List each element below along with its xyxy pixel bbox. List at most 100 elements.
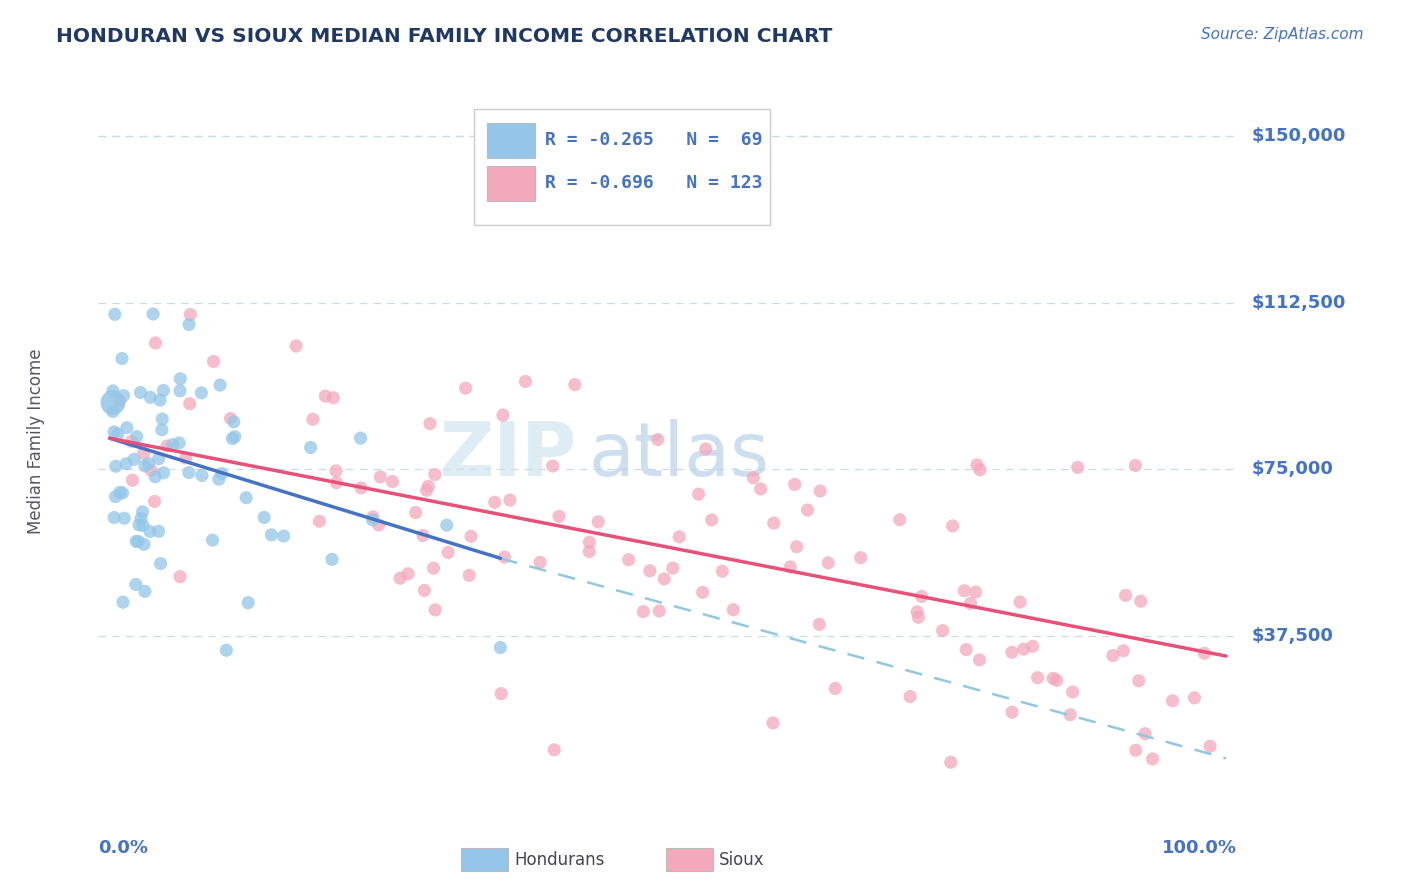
Point	[969, 653, 991, 667]
Point	[529, 555, 551, 569]
Point	[412, 528, 434, 542]
Point	[381, 475, 404, 489]
Point	[849, 550, 872, 565]
Point	[115, 420, 138, 434]
Point	[1046, 673, 1069, 688]
Point	[966, 458, 988, 472]
Point	[111, 351, 134, 366]
Point	[578, 544, 600, 558]
Point	[700, 513, 723, 527]
Point	[112, 511, 135, 525]
Point	[134, 584, 156, 599]
Point	[965, 585, 987, 599]
Point	[779, 560, 801, 574]
Point	[201, 533, 224, 548]
Point	[692, 585, 714, 599]
Point	[222, 415, 245, 429]
Point	[149, 557, 172, 571]
Text: $112,500: $112,500	[1251, 293, 1346, 311]
Point	[1194, 646, 1216, 660]
Point	[132, 446, 155, 460]
Point	[219, 411, 242, 425]
Point	[1010, 595, 1032, 609]
FancyBboxPatch shape	[461, 848, 509, 871]
Point	[139, 524, 162, 539]
Point	[489, 687, 512, 701]
Point	[405, 506, 427, 520]
FancyBboxPatch shape	[665, 848, 713, 871]
Point	[101, 395, 124, 409]
Point	[138, 457, 160, 471]
Point	[308, 514, 330, 528]
Point	[179, 308, 201, 322]
Point	[129, 511, 152, 525]
Point	[1125, 743, 1147, 757]
Point	[586, 515, 609, 529]
Point	[1026, 671, 1049, 685]
Point	[103, 510, 125, 524]
Text: 100.0%: 100.0%	[1163, 838, 1237, 857]
Point	[125, 577, 148, 591]
FancyBboxPatch shape	[486, 123, 534, 158]
Point	[111, 486, 134, 500]
Point	[1133, 727, 1156, 741]
Point	[131, 505, 153, 519]
Point	[148, 524, 170, 539]
Point	[128, 517, 150, 532]
Point	[162, 438, 184, 452]
Point	[299, 441, 322, 455]
Point	[721, 603, 744, 617]
Point	[1042, 671, 1064, 685]
Point	[132, 518, 155, 533]
Point	[104, 307, 127, 321]
Point	[108, 393, 131, 408]
Point	[211, 467, 233, 481]
Point	[169, 570, 191, 584]
Point	[396, 566, 419, 581]
Point	[367, 518, 389, 533]
Text: $75,000: $75,000	[1251, 460, 1333, 478]
Text: Median Family Income: Median Family Income	[27, 349, 45, 534]
Point	[499, 493, 522, 508]
Point	[548, 509, 571, 524]
Point	[1062, 685, 1084, 699]
Point	[648, 604, 671, 618]
Point	[910, 590, 932, 604]
Point	[617, 552, 640, 566]
Point	[202, 354, 225, 368]
Point	[436, 518, 458, 533]
Point	[125, 534, 148, 549]
Point	[112, 389, 135, 403]
Point	[762, 715, 785, 730]
Point	[129, 385, 152, 400]
Point	[564, 377, 586, 392]
Point	[152, 466, 174, 480]
Text: $37,500: $37,500	[1251, 627, 1333, 645]
Point	[325, 464, 347, 478]
Point	[1161, 694, 1184, 708]
Text: R = -0.265   N =  69: R = -0.265 N = 69	[546, 130, 762, 149]
Point	[179, 397, 201, 411]
Point	[325, 475, 347, 490]
Point	[959, 596, 981, 610]
Point	[127, 534, 149, 549]
Text: Sioux: Sioux	[718, 851, 765, 869]
Text: atlas: atlas	[588, 419, 769, 492]
Point	[742, 471, 765, 485]
Point	[688, 487, 710, 501]
Point	[108, 485, 131, 500]
Point	[1142, 752, 1164, 766]
Point	[1184, 690, 1206, 705]
Point	[489, 640, 512, 655]
Point	[808, 483, 831, 498]
Point	[415, 483, 437, 498]
Point	[209, 378, 232, 392]
Point	[492, 408, 515, 422]
Point	[208, 472, 231, 486]
Point	[221, 432, 243, 446]
Point	[302, 412, 325, 426]
Point	[578, 535, 600, 549]
Point	[321, 552, 343, 566]
Point	[413, 583, 436, 598]
Point	[149, 393, 172, 408]
